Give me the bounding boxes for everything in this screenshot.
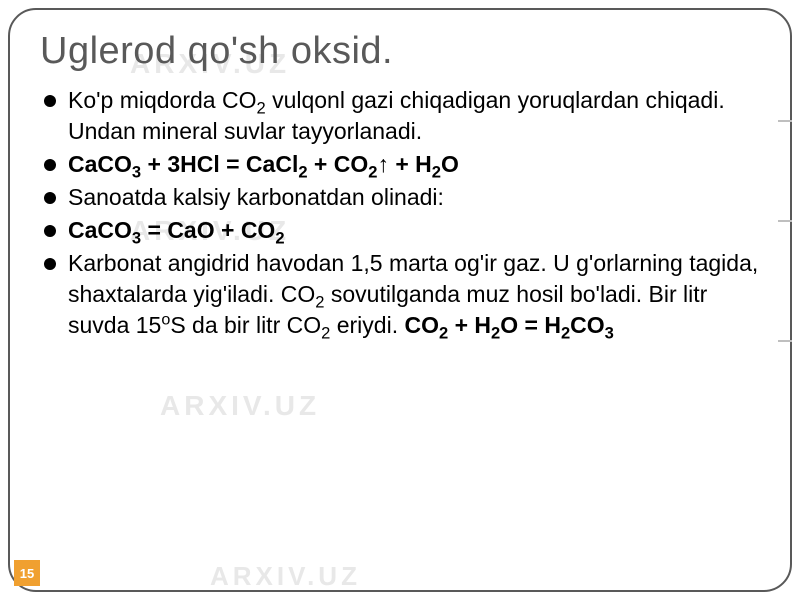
subscript: 2 — [275, 229, 284, 248]
bullet-item: Ko'p miqdorda CO2 vulqonl gazi chiqadiga… — [40, 85, 760, 147]
text: = CaO + CO — [141, 217, 275, 243]
subscript: 2 — [298, 163, 307, 182]
subscript: 2 — [439, 324, 448, 343]
text: + 3HCl = CaCl — [141, 151, 298, 177]
subscript: 2 — [321, 324, 330, 343]
text: CaCO — [68, 151, 132, 177]
text: Ko'p miqdorda CO — [68, 87, 256, 113]
subscript: 2 — [491, 324, 500, 343]
text: CaCO — [68, 217, 132, 243]
subscript: 3 — [132, 229, 141, 248]
subscript: 3 — [605, 324, 614, 343]
superscript: o — [161, 311, 170, 329]
bullet-item-formula: CaCO3 + 3HCl = CaCl2 + CO2↑ + H2O — [40, 149, 760, 180]
text: CO — [570, 312, 605, 338]
text: O = H — [500, 312, 561, 338]
text: O — [441, 151, 459, 177]
bullet-item-formula: CaCO3 = CaO + CO2 — [40, 215, 760, 246]
bullet-list: Ko'p miqdorda CO2 vulqonl gazi chiqadiga… — [40, 85, 760, 341]
subscript: 2 — [256, 99, 265, 118]
text: eriydi. — [330, 312, 404, 338]
text: CO — [404, 312, 439, 338]
page-number-badge: 15 — [14, 560, 40, 586]
text: Sanoatda kalsiy karbonatdan olinadi: — [68, 184, 444, 210]
side-tick — [778, 340, 792, 342]
text: + CO — [308, 151, 369, 177]
bullet-item: Sanoatda kalsiy karbonatdan olinadi: — [40, 182, 760, 213]
text: S da bir litr CO — [170, 312, 321, 338]
subscript: 2 — [432, 163, 441, 182]
subscript: 2 — [315, 293, 324, 312]
slide-frame: Uglerod qo'sh oksid. Ko'p miqdorda CO2 v… — [8, 8, 792, 592]
slide-content: Uglerod qo'sh oksid. Ko'p miqdorda CO2 v… — [40, 30, 760, 341]
side-tick — [778, 120, 792, 122]
text: + H — [448, 312, 491, 338]
subscript: 2 — [561, 324, 570, 343]
bullet-item: Karbonat angidrid havodan 1,5 marta og'i… — [40, 248, 760, 341]
subscript: 3 — [132, 163, 141, 182]
slide-title: Uglerod qo'sh oksid. — [40, 30, 760, 73]
side-tick — [778, 220, 792, 222]
text: ↑ + H — [377, 151, 431, 177]
